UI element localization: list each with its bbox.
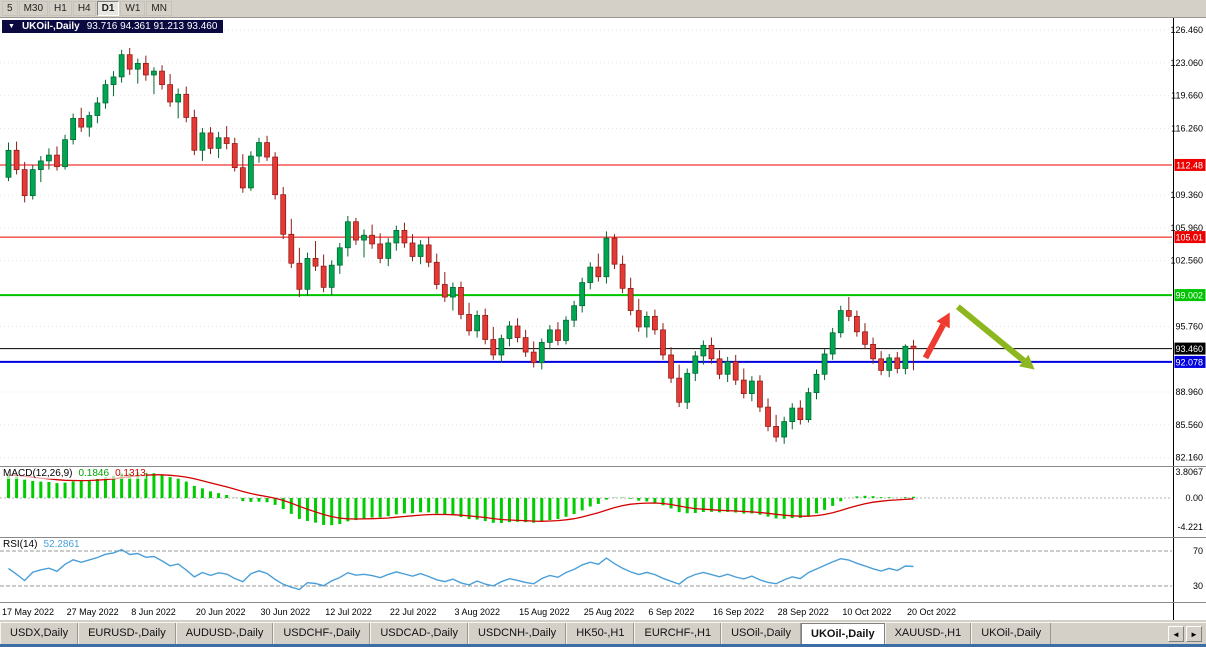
svg-text:109.360: 109.360	[1170, 190, 1203, 200]
chart-tab-eurchf-h1-7[interactable]: EURCHF-,H1	[634, 623, 722, 644]
chart-tab-usdcad-daily-4[interactable]: USDCAD-,Daily	[370, 623, 468, 644]
svg-text:119.660: 119.660	[1171, 91, 1203, 101]
svg-text:126.460: 126.460	[1170, 25, 1203, 35]
chart-tab-eurusd-daily-1[interactable]: EURUSD-,Daily	[78, 623, 176, 644]
svg-text:16 Sep 2022: 16 Sep 2022	[713, 607, 764, 617]
panel-separator	[0, 537, 1206, 538]
rsi-label: RSI(14)	[3, 539, 38, 550]
chart-tab-usdx-daily-0[interactable]: USDX,Daily	[0, 623, 79, 644]
svg-text:30: 30	[1193, 581, 1203, 591]
rsi-header: RSI(14) 52.2861	[3, 539, 80, 550]
timeframe-button-h1[interactable]: H1	[49, 1, 72, 16]
timeframe-button-m30[interactable]: M30	[18, 1, 49, 16]
timeframe-button-5[interactable]: 5	[2, 1, 18, 16]
timeframe-button-h4[interactable]: H4	[72, 1, 96, 16]
macd-main-value: 0.1846	[78, 468, 110, 479]
timeframe-button-w1[interactable]: W1	[120, 1, 146, 16]
svg-text:20 Jun 2022: 20 Jun 2022	[196, 607, 246, 617]
chart-ohlc-values: 93.716 94.361 91.213 93.460	[86, 21, 218, 32]
panel-separator	[0, 602, 1206, 603]
window-bottom-edge	[0, 644, 1206, 647]
svg-text:27 May 2022: 27 May 2022	[67, 607, 119, 617]
macd-chart-canvas[interactable]: 3.8067 0.00 -4.221	[0, 467, 1206, 537]
rsi-value: 52.2861	[43, 539, 80, 550]
chart-tab-ukoil-daily-11[interactable]: UKOil-,Daily	[971, 623, 1052, 644]
rsi-panel: 70 30 RSI(14) 52.2861	[0, 538, 1206, 602]
svg-text:30 Jun 2022: 30 Jun 2022	[261, 607, 311, 617]
price-panel: 126.460 123.060 119.660 116.260 109.360 105.9…	[0, 18, 1206, 466]
chart-symbol-label: UKOil-,Daily	[21, 21, 80, 32]
price-chart-canvas[interactable]: 126.460 123.060 119.660 116.260 109.360 105.9…	[0, 18, 1206, 466]
timeframe-toolbar: 5 M30 H1 H4 D1 W1 MN	[0, 0, 1206, 18]
macd-signal-value: 0.1313	[115, 468, 146, 479]
panel-separator	[0, 466, 1206, 467]
svg-text:3.8067: 3.8067	[1175, 467, 1203, 477]
svg-text:105.01: 105.01	[1175, 233, 1203, 243]
bearish-arrow	[955, 304, 1026, 363]
svg-text:8 Jun 2022: 8 Jun 2022	[131, 607, 176, 617]
tab-scroll-left-icon[interactable]: ◄	[1168, 625, 1184, 642]
date-axis-panel: 17 May 2022 27 May 2022 8 Jun 2022 20 Jun 2…	[0, 603, 1206, 620]
svg-text:112.48: 112.48	[1176, 160, 1203, 170]
chart-legend: ▼ UKOil-,Daily 93.716 94.361 91.213 93.4…	[2, 20, 224, 33]
svg-text:-4.221: -4.221	[1177, 522, 1203, 532]
chart-tab-xauusd-h1-10[interactable]: XAUUSD-,H1	[884, 623, 972, 644]
chart-collapse-icon[interactable]: ▼	[8, 23, 15, 30]
svg-text:17 May 2022: 17 May 2022	[2, 607, 54, 617]
timeframe-button-mn[interactable]: MN	[146, 1, 172, 16]
chart-tab-hk50-h1-6[interactable]: HK50-,H1	[566, 623, 635, 644]
svg-text:28 Sep 2022: 28 Sep 2022	[778, 607, 829, 617]
tab-scroll-right-icon[interactable]: ►	[1186, 625, 1202, 642]
macd-header: MACD(12,26,9) 0.1846 0.1313	[3, 468, 146, 479]
chart-tab-audusd-daily-2[interactable]: AUDUSD-,Daily	[175, 623, 274, 644]
svg-text:102.560: 102.560	[1170, 256, 1203, 266]
svg-text:3 Aug 2022: 3 Aug 2022	[454, 607, 500, 617]
svg-text:82.160: 82.160	[1175, 453, 1203, 463]
chart-tabs: USDX,Daily EURUSD-,Daily AUDUSD-,Daily USDC…	[0, 623, 1052, 644]
svg-text:10 Oct 2022: 10 Oct 2022	[842, 607, 891, 617]
svg-text:116.260: 116.260	[1171, 123, 1203, 133]
date-axis-canvas: 17 May 2022 27 May 2022 8 Jun 2022 20 Jun 2…	[2, 603, 1174, 620]
rsi-chart-canvas[interactable]: 70 30	[0, 538, 1206, 602]
svg-text:20 Oct 2022: 20 Oct 2022	[907, 607, 956, 617]
svg-text:88.960: 88.960	[1175, 387, 1203, 397]
svg-text:92.078: 92.078	[1175, 357, 1203, 367]
chart-area: 126.460 123.060 119.660 116.260 109.360 105.9…	[0, 18, 1206, 620]
svg-text:6 Sep 2022: 6 Sep 2022	[648, 607, 694, 617]
svg-text:123.060: 123.060	[1170, 58, 1203, 68]
macd-label: MACD(12,26,9)	[3, 468, 73, 479]
svg-text:0.00: 0.00	[1185, 493, 1203, 503]
svg-text:15 Aug 2022: 15 Aug 2022	[519, 607, 570, 617]
svg-text:25 Aug 2022: 25 Aug 2022	[584, 607, 635, 617]
svg-text:85.560: 85.560	[1175, 420, 1203, 430]
chart-tab-usdcnh-daily-5[interactable]: USDCNH-,Daily	[467, 623, 567, 644]
timeframe-button-d1[interactable]: D1	[96, 1, 120, 16]
svg-text:93.460: 93.460	[1175, 344, 1203, 354]
svg-text:70: 70	[1193, 546, 1203, 556]
chart-tab-ukoil-daily-9[interactable]: UKOil-,Daily	[801, 623, 885, 644]
svg-text:99.002: 99.002	[1175, 291, 1203, 301]
tab-scroll-controls: ◄ ►	[1164, 623, 1206, 644]
chart-tab-usdchf-daily-3[interactable]: USDCHF-,Daily	[273, 623, 371, 644]
svg-text:12 Jul 2022: 12 Jul 2022	[325, 607, 372, 617]
macd-panel: 3.8067 0.00 -4.221 MACD(12,26,9) 0.1846 0.…	[0, 467, 1206, 537]
chart-tab-usoil-daily-8[interactable]: USOil-,Daily	[721, 623, 802, 644]
svg-text:22 Jul 2022: 22 Jul 2022	[390, 607, 437, 617]
chart-tab-bar: USDX,Daily EURUSD-,Daily AUDUSD-,Daily USDC…	[0, 622, 1206, 644]
svg-text:95.760: 95.760	[1175, 321, 1203, 331]
svg-text:105.960: 105.960	[1170, 223, 1203, 233]
bullish-arrow	[922, 323, 946, 360]
